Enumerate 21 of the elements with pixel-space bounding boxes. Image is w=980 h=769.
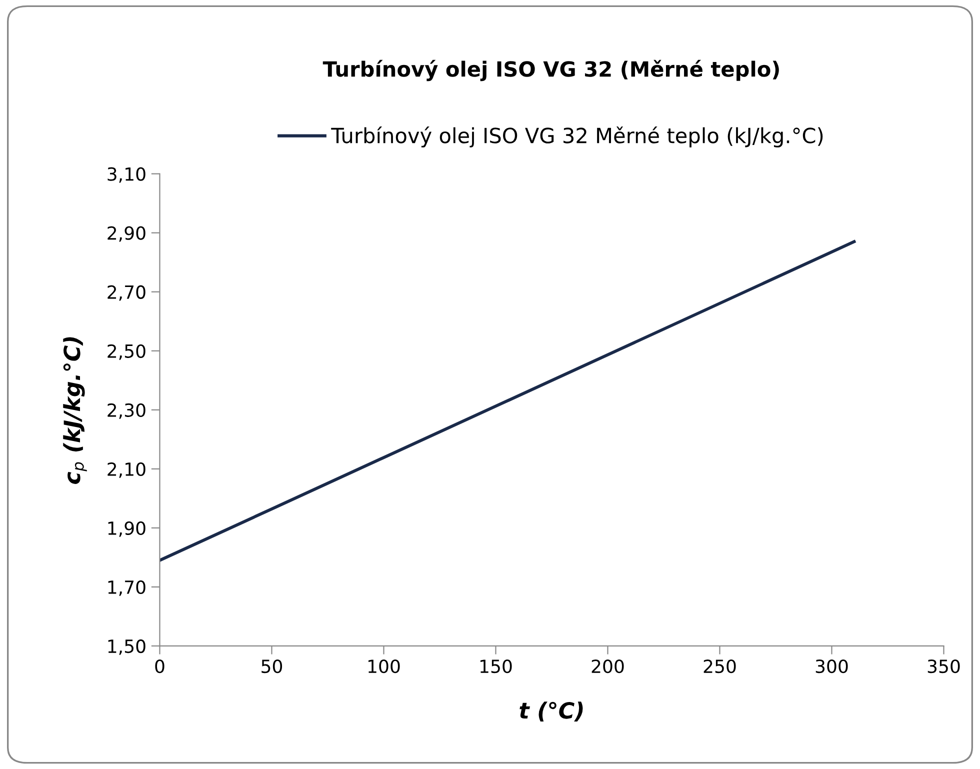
- y-tick-label: 1,50: [108, 639, 146, 655]
- y-tick-label: 2,90: [108, 226, 146, 242]
- chart-title: Turbínový olej ISO VG 32 (Měrné teplo): [322, 60, 779, 82]
- y-tick-label: 1,90: [108, 521, 146, 537]
- x-tick-label: 250: [704, 659, 736, 674]
- x-tick-label: 200: [592, 659, 624, 674]
- y-tick-label: 2,10: [108, 462, 146, 478]
- legend-label: Turbínový olej ISO VG 32 Měrné teplo (kJ/kg.°C): [331, 126, 823, 148]
- y-tick-label: 1,70: [108, 580, 146, 596]
- x-tick-label: 100: [368, 659, 400, 674]
- y-tick-label: 2,70: [108, 285, 146, 301]
- x-tick-label: 150: [480, 659, 512, 674]
- x-axis-title: t (°C): [520, 702, 583, 722]
- x-tick-label: 50: [262, 659, 282, 674]
- x-tick-label: 350: [928, 659, 960, 674]
- x-tick-label: 0: [155, 659, 164, 674]
- y-tick-label: 3,10: [108, 167, 146, 183]
- x-tick-label: 300: [816, 659, 848, 674]
- y-tick-label: 2,50: [108, 344, 146, 360]
- y-axis-title: c$_{p}$ (kJ/kg.°C): [63, 337, 87, 484]
- y-tick-label: 2,30: [108, 403, 146, 419]
